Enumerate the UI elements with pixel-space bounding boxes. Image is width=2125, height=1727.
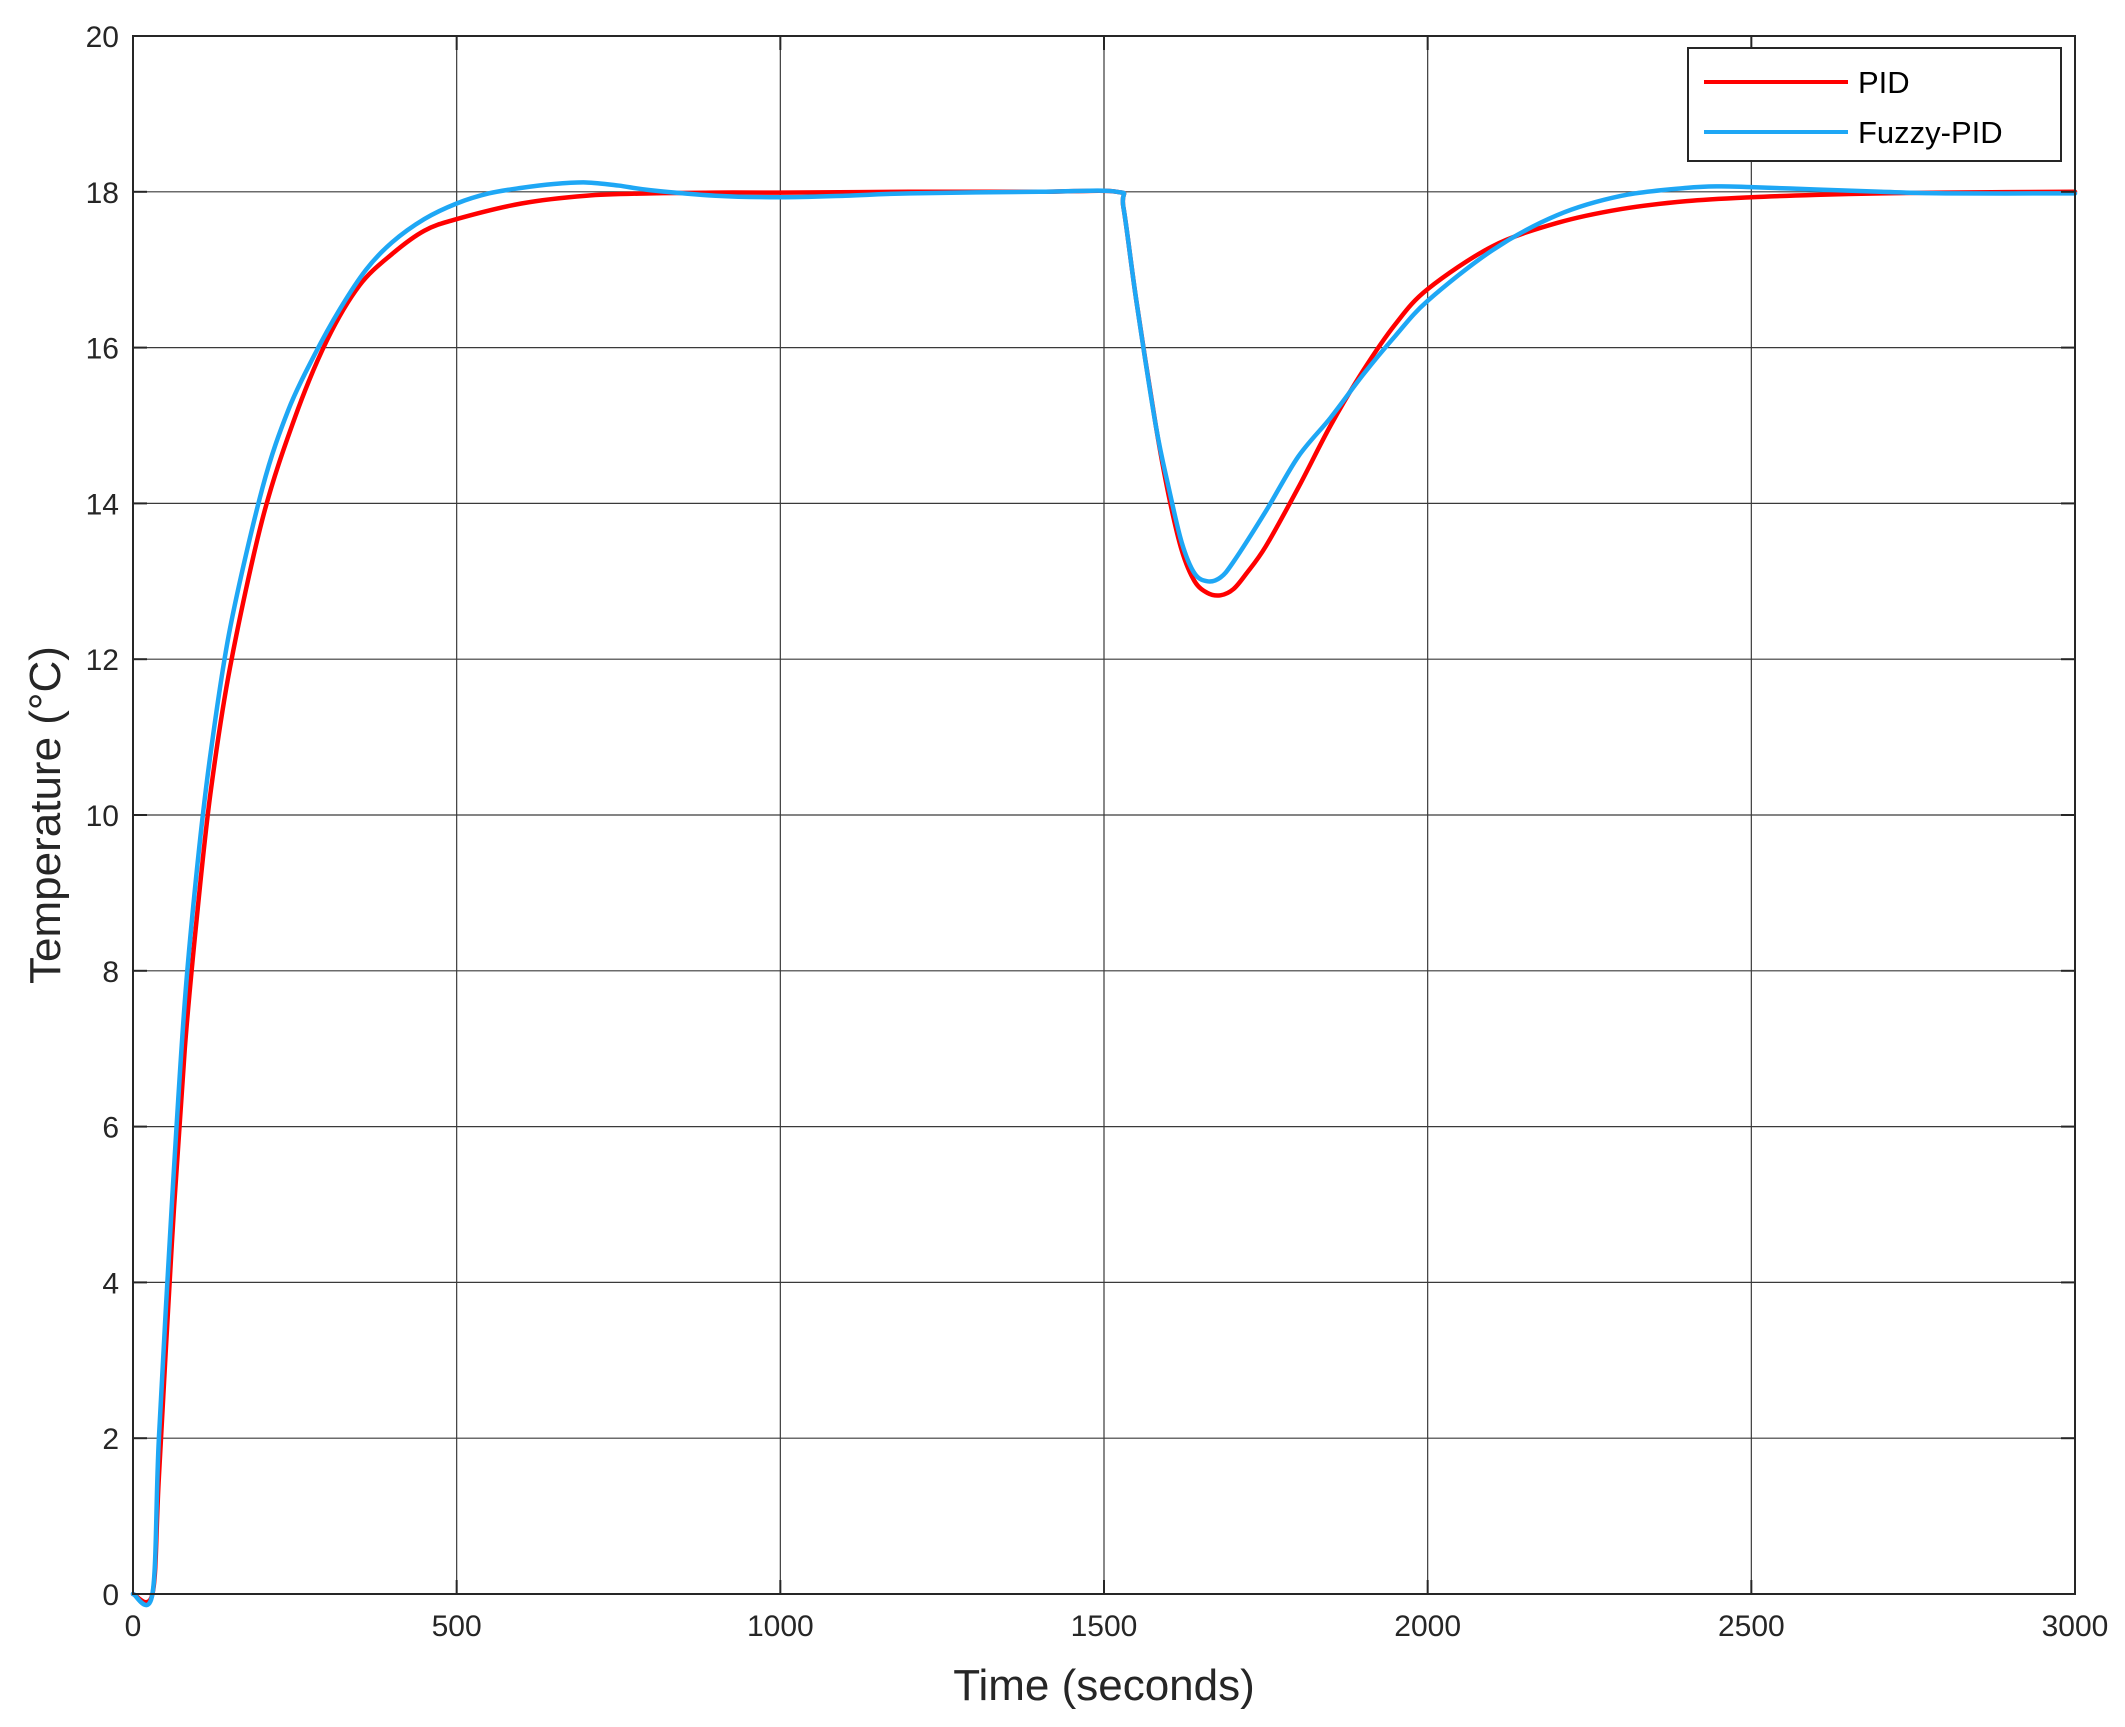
y-axis-label: Temperature (°C)	[21, 646, 70, 984]
y-tick-label: 8	[102, 956, 119, 989]
x-tick-label: 1000	[747, 1610, 814, 1643]
x-tick-label: 2000	[1394, 1610, 1461, 1643]
x-tick-label: 0	[125, 1610, 142, 1643]
legend-label-fuzzy-pid: Fuzzy-PID	[1858, 115, 2003, 150]
y-tick-label: 4	[102, 1267, 119, 1300]
y-tick-label: 2	[102, 1423, 119, 1456]
y-tick-label: 12	[86, 644, 119, 677]
y-tick-label: 20	[86, 21, 119, 54]
grid-lines	[133, 36, 2075, 1594]
legend: PID Fuzzy-PID	[1687, 47, 2062, 162]
x-tick-label: 1500	[1071, 1610, 1138, 1643]
x-tick-label: 3000	[2042, 1610, 2109, 1643]
y-tick-label: 0	[102, 1579, 119, 1612]
x-tick-label: 500	[432, 1610, 482, 1643]
y-tick-label: 14	[86, 488, 119, 521]
axis-ticks: 0 500 1000 1500 2000 2500 3000 0 2 4 6 8 10 12 14 16 18 2…	[86, 21, 2109, 1643]
legend-box	[1687, 47, 2062, 162]
series-line-fuzzy-pid	[130, 180, 2078, 1608]
legend-label-pid: PID	[1858, 65, 1910, 100]
x-axis-label: Time (seconds)	[953, 1661, 1255, 1710]
x-tick-label: 2500	[1718, 1610, 1785, 1643]
y-tick-label: 6	[102, 1112, 119, 1145]
y-tick-label: 18	[86, 177, 119, 210]
y-tick-label: 10	[86, 800, 119, 833]
series-layer	[130, 180, 2078, 1608]
y-tick-label: 16	[86, 333, 119, 366]
